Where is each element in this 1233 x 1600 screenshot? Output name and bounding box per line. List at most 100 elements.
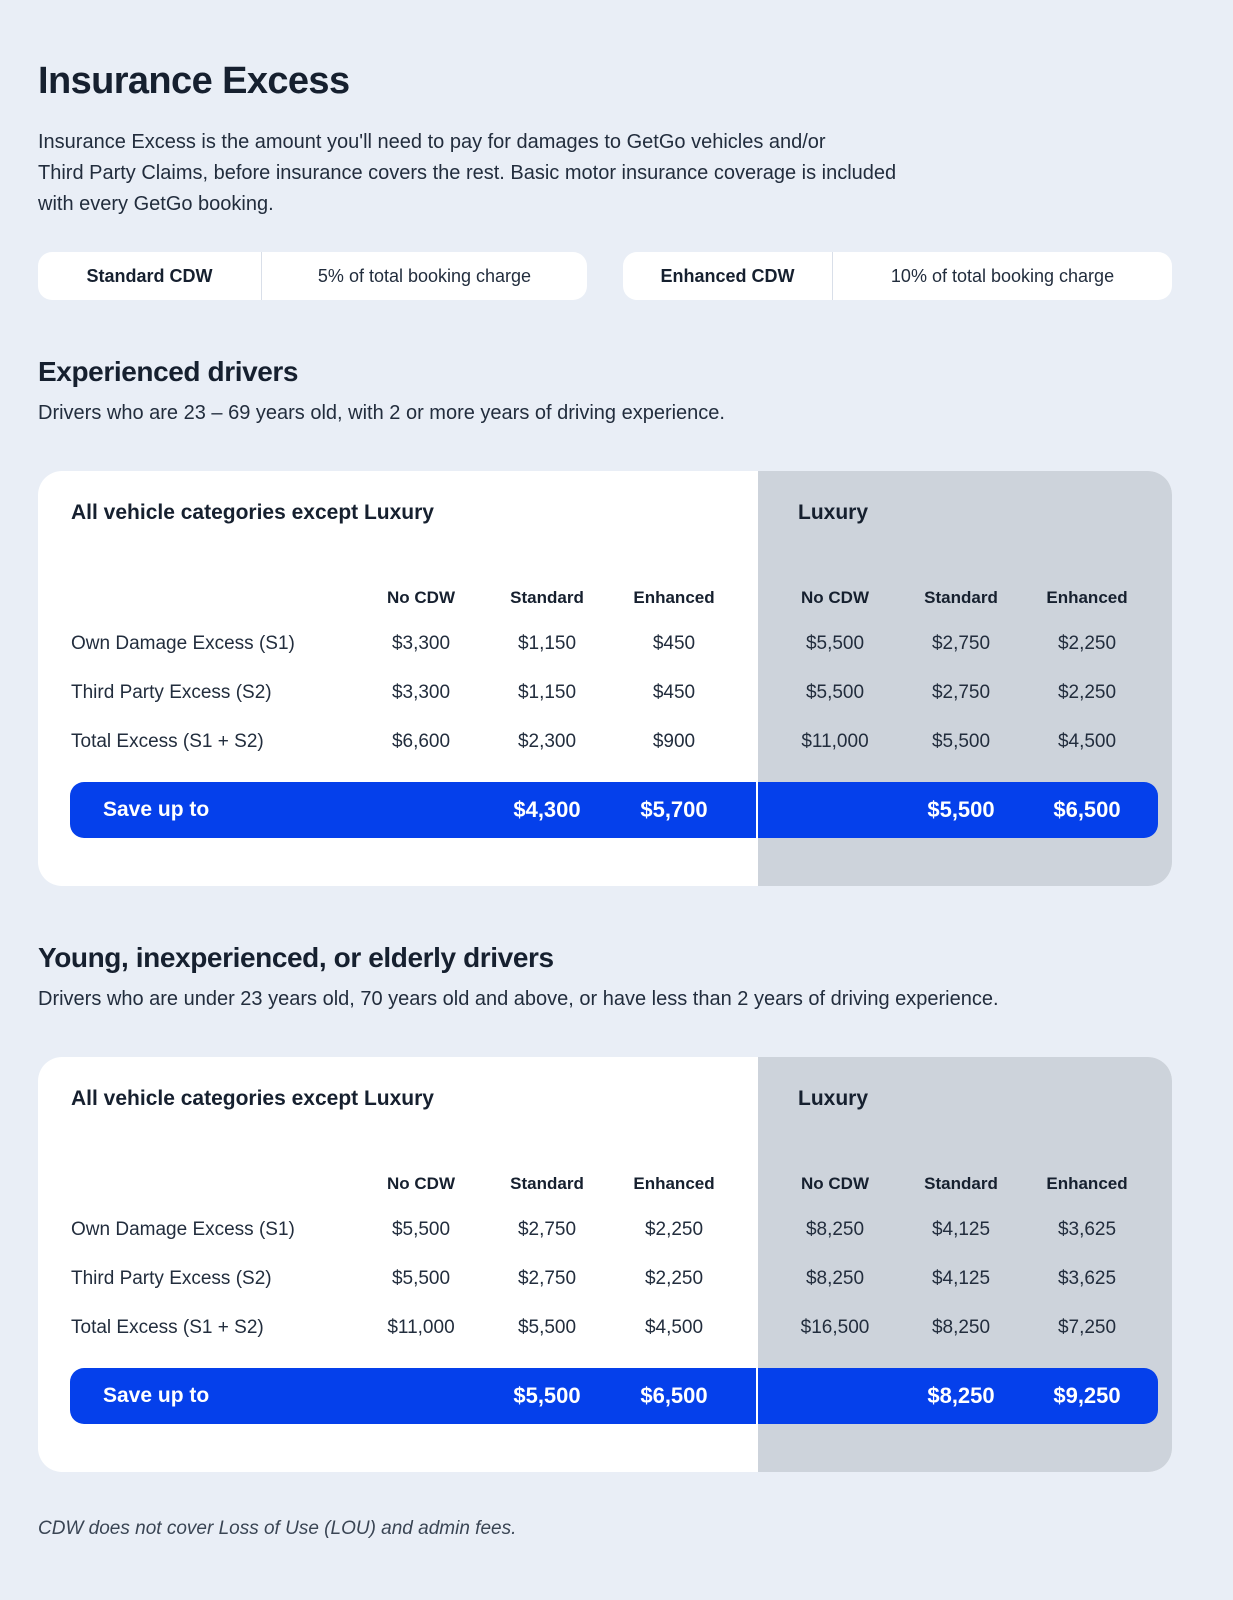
cell-value: $8,250 — [805, 1267, 865, 1289]
cdw-footnote: CDW does not cover Loss of Use (LOU) and… — [38, 1518, 517, 1539]
column-header-row: No CDW Standard Enhanced No CDW Standard… — [38, 587, 1172, 609]
cell-value: $2,250 — [1057, 632, 1117, 654]
cell-value: $5,500 — [805, 681, 865, 703]
save-value: $4,300 — [513, 797, 581, 822]
cell-value: $3,625 — [1057, 1267, 1117, 1289]
save-up-to-label: Save up to — [103, 798, 210, 821]
cell-value: $8,250 — [805, 1218, 865, 1240]
description-line: Insurance Excess is the amount you'll ne… — [38, 131, 826, 153]
cell-value: $2,750 — [517, 1218, 577, 1240]
cell-value: $2,750 — [931, 632, 991, 654]
cell-value: $450 — [652, 632, 696, 654]
section-subheading-experienced: Drivers who are 23 – 69 years old, with … — [38, 402, 725, 424]
save-bar-divider — [756, 1368, 758, 1424]
cell-value: $3,625 — [1057, 1218, 1117, 1240]
cell-value: $1,150 — [517, 681, 577, 703]
table-row: Own Damage Excess (S1) $3,300 $1,150 $45… — [38, 619, 1172, 668]
cell-value: $2,250 — [1057, 681, 1117, 703]
col-header: No CDW — [387, 588, 455, 607]
save-up-to-label: Save up to — [103, 1384, 210, 1407]
table-row: Own Damage Excess (S1) $5,500 $2,750 $2,… — [38, 1205, 1172, 1254]
cell-value: $16,500 — [800, 1316, 870, 1338]
col-header: Enhanced — [1046, 1174, 1128, 1193]
row-label: Third Party Excess (S2) — [71, 1267, 272, 1289]
excess-table-experienced: All vehicle categories except Luxury Lux… — [38, 471, 1172, 886]
cell-value: $11,000 — [801, 730, 869, 752]
standard-cdw-pill: Standard CDW 5% of total booking charge — [38, 252, 587, 300]
cell-value: $900 — [652, 730, 696, 752]
cell-value: $4,125 — [931, 1267, 991, 1289]
cell-value: $3,300 — [391, 681, 451, 703]
insurance-excess-page: Insurance Excess Insurance Excess is the… — [38, 60, 1233, 1539]
vehicle-group-headers: All vehicle categories except Luxury Lux… — [38, 1087, 1172, 1113]
cell-value: $4,500 — [644, 1316, 704, 1338]
col-header: Enhanced — [633, 1174, 715, 1193]
description-line: Third Party Claims, before insurance cov… — [38, 162, 897, 184]
group-header-non-luxury: All vehicle categories except Luxury — [71, 1087, 434, 1110]
row-label: Total Excess (S1 + S2) — [71, 1316, 264, 1338]
col-header: No CDW — [801, 1174, 869, 1193]
table-row: Total Excess (S1 + S2) $6,600 $2,300 $90… — [38, 717, 1172, 766]
group-header-non-luxury: All vehicle categories except Luxury — [71, 501, 434, 524]
cell-value: $11,000 — [387, 1316, 455, 1338]
cell-value: $8,250 — [931, 1316, 991, 1338]
cell-value: $1,150 — [517, 632, 577, 654]
cell-value: $7,250 — [1057, 1316, 1117, 1338]
cell-value: $2,300 — [517, 730, 577, 752]
row-label: Total Excess (S1 + S2) — [71, 730, 264, 752]
cell-value: $5,500 — [931, 730, 991, 752]
page-title: Insurance Excess — [38, 60, 350, 102]
cell-value: $450 — [652, 681, 696, 703]
cell-value: $5,500 — [391, 1218, 451, 1240]
vehicle-group-headers: All vehicle categories except Luxury Lux… — [38, 501, 1172, 527]
col-header: Enhanced — [1046, 588, 1128, 607]
group-header-luxury: Luxury — [798, 1087, 869, 1110]
cdw-rate-pills: Standard CDW 5% of total booking charge … — [38, 252, 1172, 300]
cell-value: $2,250 — [644, 1218, 704, 1240]
save-value: $5,500 — [513, 1383, 581, 1408]
save-value: $6,500 — [640, 1383, 708, 1408]
column-header-row: No CDW Standard Enhanced No CDW Standard… — [38, 1173, 1172, 1195]
col-header: Standard — [510, 588, 584, 607]
description-line: with every GetGo booking. — [38, 193, 274, 215]
col-header: Standard — [924, 1174, 998, 1193]
table-row: Third Party Excess (S2) $3,300 $1,150 $4… — [38, 668, 1172, 717]
col-header: Standard — [510, 1174, 584, 1193]
col-header: Standard — [924, 588, 998, 607]
save-value: $5,700 — [640, 797, 708, 822]
cell-value: $4,125 — [931, 1218, 991, 1240]
row-label: Own Damage Excess (S1) — [71, 1218, 295, 1240]
section-heading-young: Young, inexperienced, or elderly drivers — [38, 942, 554, 973]
enhanced-cdw-pill: Enhanced CDW 10% of total booking charge — [623, 252, 1172, 300]
row-label: Third Party Excess (S2) — [71, 681, 272, 703]
cell-value: $5,500 — [805, 632, 865, 654]
save-up-to-bar: Save up to $5,500 $6,500 $8,250 $9,250 — [70, 1368, 1158, 1424]
cell-value: $2,250 — [644, 1267, 704, 1289]
save-bar-divider — [756, 782, 758, 838]
standard-cdw-label: Standard CDW — [38, 252, 262, 300]
table-row: Total Excess (S1 + S2) $11,000 $5,500 $4… — [38, 1303, 1172, 1352]
save-value: $9,250 — [1053, 1383, 1121, 1408]
save-value: $5,500 — [927, 797, 995, 822]
group-header-luxury: Luxury — [798, 501, 869, 524]
cell-value: $6,600 — [391, 730, 451, 752]
section-heading-experienced: Experienced drivers — [38, 356, 299, 387]
cell-value: $5,500 — [391, 1267, 451, 1289]
cell-value: $2,750 — [517, 1267, 577, 1289]
cell-value: $4,500 — [1057, 730, 1117, 752]
page-description: Insurance Excess is the amount you'll ne… — [38, 127, 1233, 220]
standard-cdw-rate: 5% of total booking charge — [317, 265, 532, 286]
table-row: Third Party Excess (S2) $5,500 $2,750 $2… — [38, 1254, 1172, 1303]
row-label: Own Damage Excess (S1) — [71, 632, 295, 654]
cell-value: $5,500 — [517, 1316, 577, 1338]
save-up-to-bar: Save up to $4,300 $5,700 $5,500 $6,500 — [70, 782, 1158, 838]
save-value: $8,250 — [927, 1383, 995, 1408]
section-subheading-young: Drivers who are under 23 years old, 70 y… — [38, 988, 999, 1010]
col-header: No CDW — [387, 1174, 455, 1193]
save-value: $6,500 — [1053, 797, 1121, 822]
col-header: No CDW — [801, 588, 869, 607]
excess-table-young: All vehicle categories except Luxury Lux… — [38, 1057, 1172, 1472]
enhanced-cdw-rate: 10% of total booking charge — [890, 265, 1115, 286]
col-header: Enhanced — [633, 588, 715, 607]
cell-value: $3,300 — [391, 632, 451, 654]
